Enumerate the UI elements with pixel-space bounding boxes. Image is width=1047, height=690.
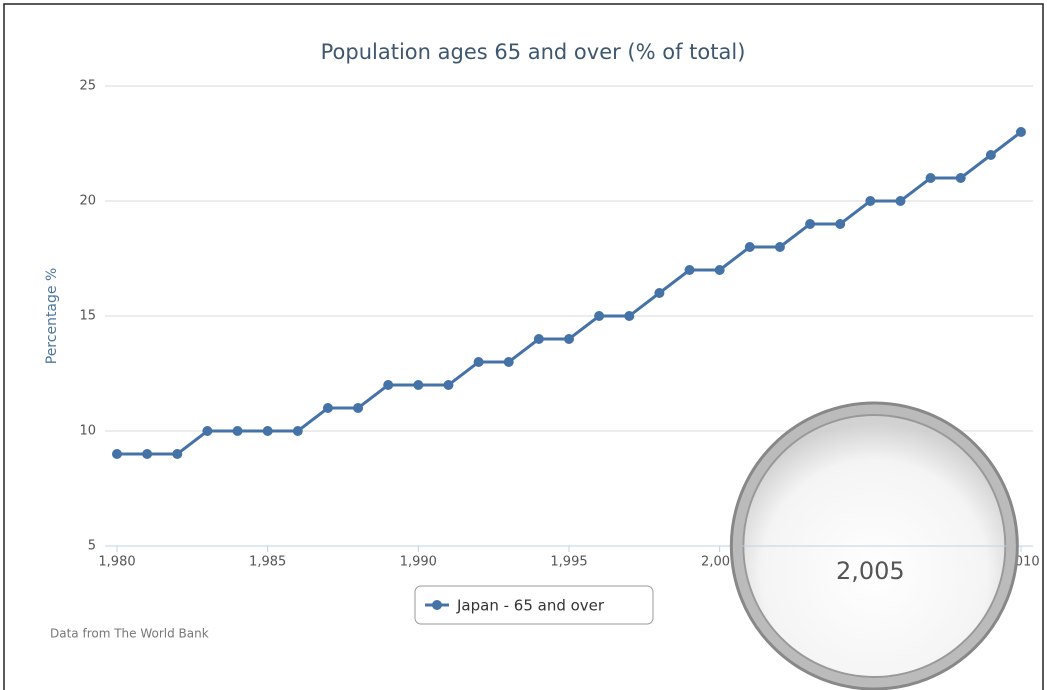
data-point [503, 357, 514, 367]
data-point [533, 334, 544, 344]
data-point [624, 311, 635, 321]
data-point [684, 265, 695, 275]
x-tick-label: 1,990 [400, 555, 437, 570]
chart-title: Population ages 65 and over (% of total) [321, 40, 746, 64]
legend-box [414, 585, 654, 625]
data-point [473, 357, 484, 367]
data-point [805, 219, 816, 229]
data-point [413, 380, 424, 390]
plot-area: 5101520251,9801,9851,9901,9952,0002,0052… [79, 79, 1040, 690]
data-point [322, 403, 333, 413]
data-point [865, 196, 876, 206]
data-point [564, 334, 574, 344]
magnified-tick-label: 2,005 [836, 557, 905, 585]
data-point [714, 265, 725, 275]
data-point [774, 242, 785, 252]
legend-label: Japan - 65 and over [456, 597, 605, 615]
x-tick-label: 1,980 [98, 555, 135, 570]
legend-marker [432, 600, 442, 610]
legend-item[interactable]: Japan - 65 and over [414, 585, 654, 625]
data-point [202, 426, 213, 436]
source-note: Data from The World Bank [50, 627, 209, 641]
y-tick-label: 5 [88, 539, 96, 554]
x-tick-label: 2,000 [701, 555, 738, 570]
data-point [895, 196, 906, 206]
y-tick-label: 25 [79, 79, 96, 94]
y-tick-label: 10 [79, 424, 96, 439]
data-point [112, 449, 122, 459]
y-axis-label: Percentage % [44, 268, 60, 365]
y-tick-label: 20 [79, 194, 96, 209]
data-point [594, 311, 605, 321]
data-point [955, 173, 966, 183]
data-point [744, 242, 755, 252]
data-point [443, 380, 454, 390]
data-point [654, 288, 665, 298]
y-tick-label: 15 [79, 309, 96, 324]
data-point [925, 173, 936, 183]
data-point [835, 219, 846, 229]
data-point [985, 150, 996, 160]
data-point [232, 426, 243, 436]
data-point [262, 426, 273, 436]
data-point [383, 380, 394, 390]
x-tick-label: 1,985 [249, 555, 286, 570]
data-point [353, 403, 364, 413]
data-point [1016, 127, 1026, 137]
data-point [172, 449, 183, 459]
data-point [292, 426, 303, 436]
x-tick-label: 1,995 [550, 555, 587, 570]
data-point [142, 449, 153, 459]
magnifier-rim [729, 401, 1019, 690]
